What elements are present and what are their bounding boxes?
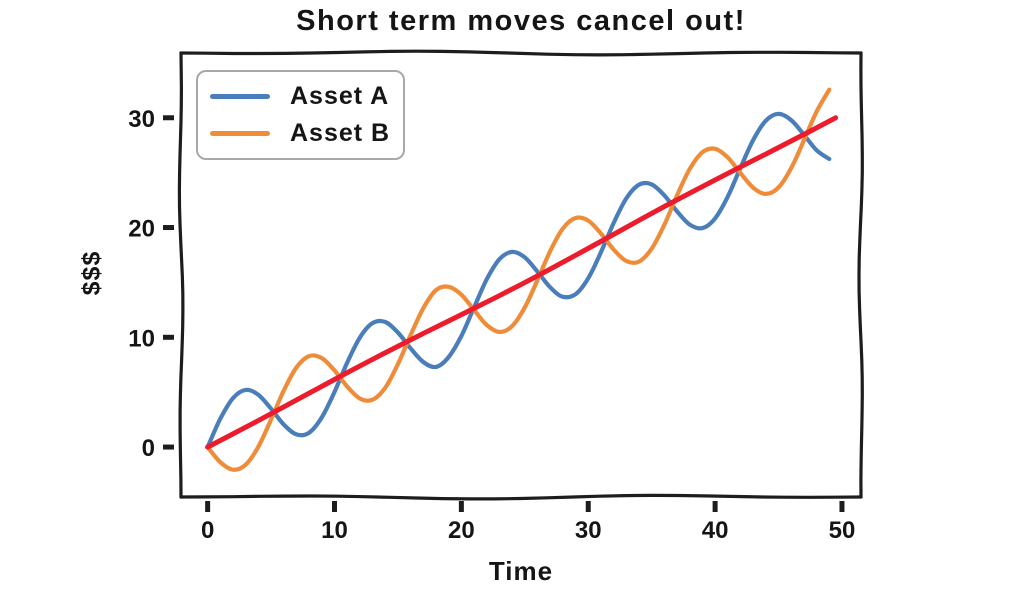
axis-frame-edge bbox=[857, 51, 864, 499]
legend: Asset A Asset B bbox=[196, 70, 405, 160]
x-tick-label: 0 bbox=[201, 517, 214, 544]
x-tick-label: 50 bbox=[829, 517, 856, 544]
axis-frame-edge bbox=[179, 493, 863, 501]
axis-frame-edge bbox=[177, 51, 185, 499]
x-tick-label: 20 bbox=[448, 517, 475, 544]
y-tick-label: 20 bbox=[128, 216, 155, 243]
asset-b-line bbox=[205, 87, 832, 472]
trend-line bbox=[205, 115, 839, 450]
chart-title: Short term moves cancel out! bbox=[296, 5, 746, 37]
axis-frame-edge bbox=[179, 49, 863, 57]
legend-label-asset-b: Asset B bbox=[290, 119, 391, 147]
asset-b-line-swatch bbox=[210, 131, 270, 136]
y-tick-label: 10 bbox=[128, 325, 155, 352]
legend-item-asset-b: Asset B bbox=[210, 119, 397, 148]
x-tick-label: 40 bbox=[702, 517, 729, 544]
y-tick-label: 0 bbox=[142, 435, 155, 462]
asset-a-line bbox=[205, 111, 832, 450]
x-tick-label: 30 bbox=[575, 517, 602, 544]
legend-label-asset-a: Asset A bbox=[290, 82, 390, 110]
x-axis-label: Time bbox=[488, 556, 554, 586]
x-tick-label: 10 bbox=[321, 517, 348, 544]
y-tick-label: 30 bbox=[128, 106, 155, 133]
asset-a-line-swatch bbox=[210, 94, 270, 99]
legend-item-asset-a: Asset A bbox=[210, 82, 397, 111]
